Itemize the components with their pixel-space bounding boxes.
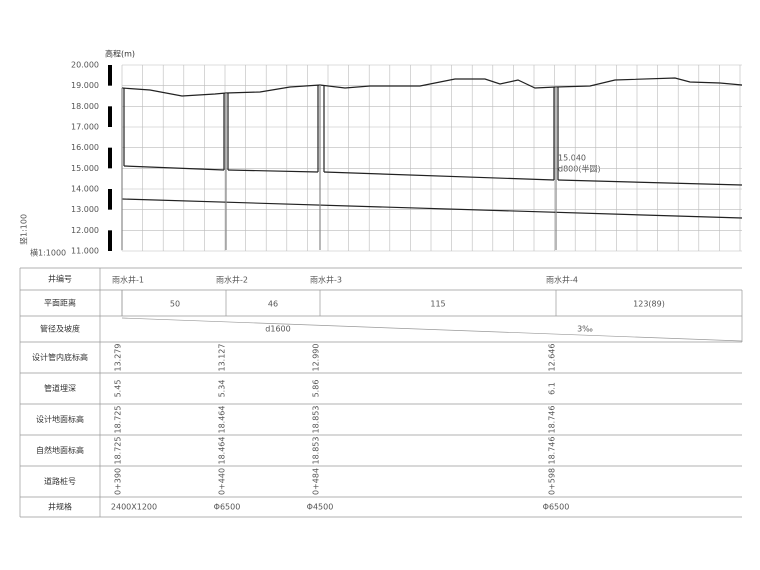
well-spec: 2400X1200 <box>111 503 157 512</box>
ground-line <box>121 77 743 97</box>
pipe-size: d1600 <box>265 325 290 334</box>
station: 0+484 <box>312 468 321 495</box>
well-id: 雨水井-4 <box>546 275 578 285</box>
natural-ground: 18.853 <box>312 437 321 465</box>
row-label: 平面距离 <box>44 298 76 308</box>
row-label: 管径及坡度 <box>40 324 80 334</box>
well-spec: Φ6500 <box>214 503 241 512</box>
well-id: 雨水井-1 <box>112 275 144 285</box>
y-axis-label: 高程(m) <box>105 49 135 59</box>
invert: 13.127 <box>218 344 227 372</box>
row-label: 设计地面标高 <box>36 414 84 424</box>
row-label: 道路桩号 <box>44 476 76 486</box>
y-tick-label: 15.000 <box>71 164 99 173</box>
design-ground: 18.464 <box>218 406 227 434</box>
depth: 5.86 <box>312 380 321 398</box>
design-ground: 18.746 <box>548 406 557 434</box>
y-tick-label: 12.000 <box>71 226 99 235</box>
pipe-slope: 3‰ <box>577 325 593 334</box>
station: 0+390 <box>114 468 123 495</box>
depth: 5.45 <box>114 380 123 398</box>
scale-bar <box>108 230 112 251</box>
y-tick-label: 11.000 <box>71 247 99 256</box>
scale-bar <box>108 106 112 127</box>
invert: 13.279 <box>114 344 123 372</box>
well-spec: Φ6500 <box>543 503 570 512</box>
depth: 6.1 <box>548 382 557 395</box>
vertical-scale: 竖1:100 <box>20 214 29 245</box>
scale-bar <box>108 147 112 169</box>
row-label: 井编号 <box>48 274 72 284</box>
invert: 12.646 <box>548 344 557 372</box>
y-tick-label: 13.000 <box>71 205 99 214</box>
natural-ground: 18.725 <box>114 437 123 465</box>
y-tick-label: 20.000 <box>71 61 99 70</box>
row-label: 管道埋深 <box>44 383 76 393</box>
distance: 123(89) <box>633 300 665 309</box>
row-label: 自然地面标高 <box>36 445 84 455</box>
natural-ground: 18.746 <box>548 437 557 465</box>
y-tick-label: 18.000 <box>71 102 99 111</box>
scale-bar <box>108 65 112 86</box>
distance: 115 <box>430 300 445 309</box>
row-label: 设计管内底标高 <box>32 352 88 362</box>
natural-ground: 18.464 <box>218 437 227 465</box>
well-id: 雨水井-3 <box>310 275 342 285</box>
well-id: 雨水井-2 <box>216 275 248 285</box>
y-tick-label: 16.000 <box>71 143 99 152</box>
slope-line <box>121 317 743 342</box>
y-tick-label: 19.000 <box>71 81 99 90</box>
design-ground: 18.853 <box>312 406 321 434</box>
design-ground: 18.725 <box>114 406 123 434</box>
pipe <box>121 85 743 250</box>
annotation: 15.040 <box>558 154 586 163</box>
station: 0+440 <box>218 468 227 495</box>
row-label: 井规格 <box>48 502 72 512</box>
distance: 50 <box>170 300 180 309</box>
well-spec: Φ4500 <box>307 503 334 512</box>
horizontal-scale: 横1:1000 <box>30 248 66 258</box>
invert: 12.990 <box>312 344 321 372</box>
y-tick-label: 17.000 <box>71 123 99 132</box>
depth: 5.34 <box>218 380 227 398</box>
y-tick-label: 14.000 <box>71 185 99 194</box>
scale-bar <box>108 189 112 210</box>
distance: 46 <box>268 300 278 309</box>
station: 0+598 <box>548 468 557 495</box>
